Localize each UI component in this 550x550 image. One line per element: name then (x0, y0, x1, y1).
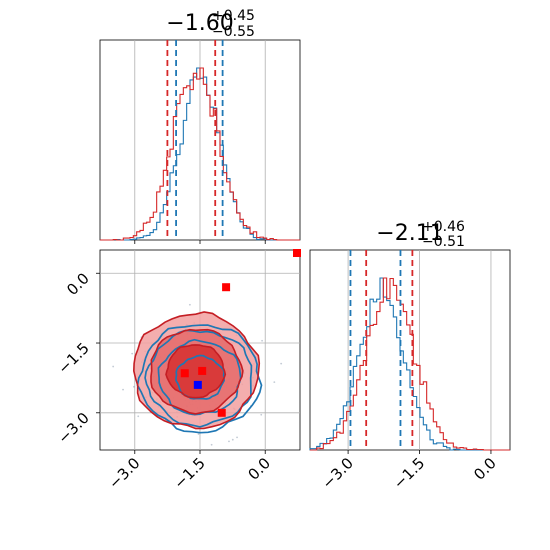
p3-hist-series-0 (309, 277, 510, 451)
marker-square (222, 283, 231, 292)
sample-point (197, 433, 200, 435)
sample-point (112, 365, 115, 368)
p3-xtick-label: −3.0 (318, 454, 356, 492)
p2-ytick-label: −3.0 (54, 409, 92, 447)
panel-bottom-left: −3.0 −1.5 0.0 0.0 −1.5 −3.0 (54, 249, 301, 493)
marker-square (293, 249, 301, 257)
sample-point (137, 415, 140, 418)
sample-point (131, 352, 134, 355)
sample-point (122, 388, 124, 391)
p2-ytick-label: 0.0 (63, 269, 93, 299)
panel-top-left-title: −1.60 (166, 11, 233, 36)
blue-contour-line (175, 354, 225, 400)
red-contour-line (132, 311, 261, 430)
sample-point (133, 385, 135, 388)
p3-xtick-label: 0.0 (470, 454, 500, 484)
marker-square (198, 366, 207, 375)
p2-ytick-label: −1.5 (54, 339, 92, 377)
sample-point (210, 443, 213, 446)
p1-hist-series-1 (100, 67, 300, 241)
marker-square (193, 380, 202, 389)
red-contour-line (165, 344, 227, 399)
panel-top-left-title-lower: −0.55 (212, 24, 255, 40)
sample-point (188, 303, 191, 306)
sample-point (273, 381, 276, 384)
panel-bottom-right-title: −2.11 (376, 221, 443, 246)
p3-hist-series-1 (310, 277, 510, 451)
panel-bottom-right: −3.0 −1.5 0.0 −2.11 +0.46 −0.51 (309, 219, 511, 493)
sample-point (236, 436, 238, 439)
panel-top-left-title-upper: +0.45 (212, 8, 255, 24)
panel-bottom-right-title-value: −2.11 (376, 221, 443, 246)
panel-top-left-title-value: −1.60 (166, 11, 233, 36)
red-contour-line (150, 328, 244, 415)
p1-hist-series-0 (100, 67, 300, 241)
sample-point (231, 438, 234, 441)
p3-xtick-label: −1.5 (390, 454, 428, 492)
sample-point (228, 440, 230, 443)
blue-contour-line (136, 324, 263, 434)
panel-bottom-right-title-upper: +0.46 (422, 219, 465, 235)
p2-xtick-label: −3.0 (105, 454, 143, 492)
blue-contour-line (144, 329, 253, 428)
p2-xtick-label: 0.0 (244, 454, 274, 484)
sample-point (260, 413, 263, 416)
sample-point (280, 362, 283, 365)
marker-square (217, 408, 226, 417)
sample-point (261, 339, 263, 342)
panel-top-left: −1.60 +0.45 −0.55 (99, 8, 301, 244)
p2-xtick-label: −1.5 (170, 454, 208, 492)
marker-square (180, 369, 189, 378)
panel-bottom-right-title-lower: −0.51 (422, 234, 465, 250)
